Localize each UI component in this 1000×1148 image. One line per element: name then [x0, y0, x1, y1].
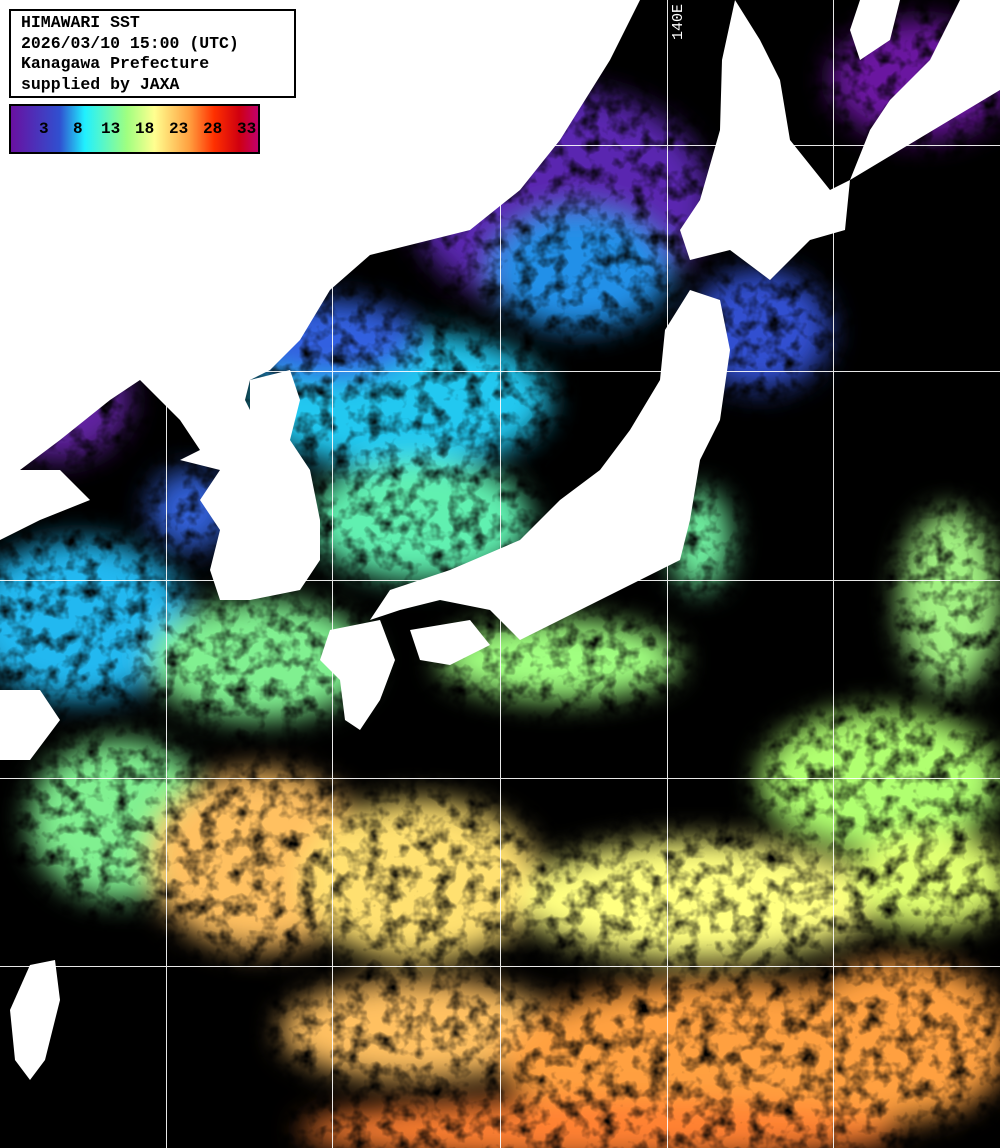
data-credit: supplied by JAXA [21, 74, 180, 94]
legend-tick: 13 [101, 120, 121, 138]
product-title: HIMAWARI SST [21, 13, 140, 32]
legend-tick: 3 [39, 120, 49, 138]
korean-peninsula [180, 370, 320, 600]
longitude-label-140e: 140E [670, 3, 687, 40]
taiwan [10, 960, 60, 1080]
china-coast [0, 470, 90, 760]
observation-datetime: 2026/03/10 15:00 (UTC) [21, 33, 239, 53]
latitude-label-40n: 40N [14, 352, 42, 369]
legend-tick: 28 [203, 120, 223, 138]
kuril-and-coast [850, 0, 1000, 180]
legend-tick: 18 [135, 120, 155, 138]
colorbar-gradient [10, 105, 259, 153]
shikoku [410, 620, 490, 665]
color-legend: 3 8 13 18 23 28 33 [9, 104, 260, 154]
legend-tick: 33 [237, 120, 257, 138]
region-name: Kanagawa Prefecture [21, 54, 210, 73]
legend-tick: 8 [73, 120, 83, 138]
hokkaido [680, 0, 850, 280]
info-box: HIMAWARI SST 2026/03/10 15:00 (UTC) Kana… [9, 9, 296, 98]
kyushu [320, 620, 395, 730]
honshu [370, 290, 730, 640]
sakhalin [850, 0, 900, 60]
legend-tick: 23 [169, 120, 189, 138]
